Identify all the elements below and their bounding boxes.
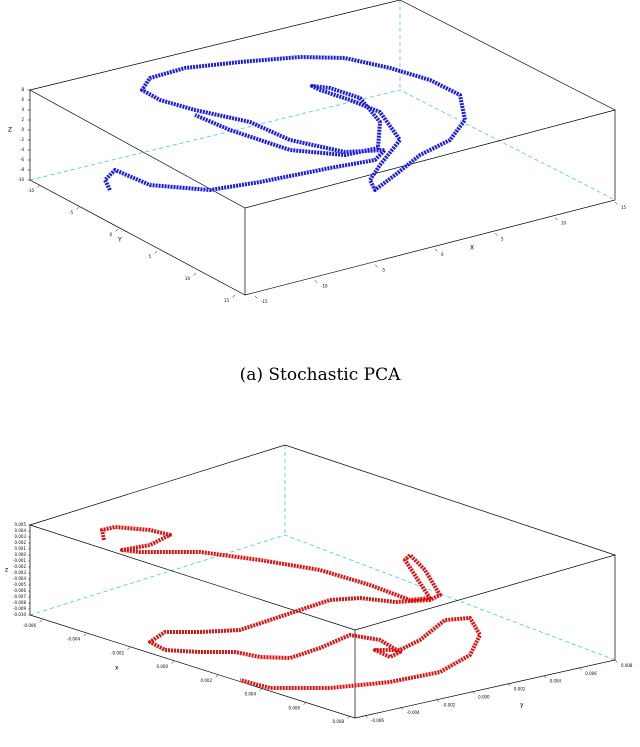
tick-mark — [171, 660, 175, 664]
tick-label: 0.008 — [333, 719, 345, 724]
tick-label: -0.006 — [13, 588, 26, 593]
tick-label: 0.006 — [289, 705, 301, 710]
tick-label: -0.006 — [371, 718, 384, 723]
tick-label: 0 — [21, 127, 24, 132]
tick-label: 0 — [441, 252, 444, 257]
tick-mark — [83, 633, 87, 637]
panel-b-box — [28, 444, 617, 719]
tick-label: -0.002 — [111, 650, 124, 655]
tick-label: -10 — [27, 188, 34, 193]
tick-mark — [76, 206, 80, 210]
tick-label: -0.004 — [13, 576, 26, 581]
tick-mark — [507, 683, 511, 687]
tick-mark — [400, 706, 404, 710]
tick-label: 0.000 — [15, 552, 27, 557]
tick-mark — [215, 674, 219, 678]
tick-mark — [364, 714, 368, 718]
tick-label: -0.009 — [13, 606, 26, 611]
tick-label: -0.005 — [13, 582, 26, 587]
tick-mark — [554, 217, 558, 221]
tick-label: 0.005 — [15, 522, 27, 527]
tick-mark — [543, 675, 547, 679]
tick-label: 2 — [21, 117, 24, 122]
tick-mark — [434, 248, 438, 252]
tick-label: -0.003 — [13, 570, 26, 575]
tick-label: -10 — [321, 283, 328, 288]
tick-label: 15 — [224, 298, 230, 303]
tick-label: 0.000 — [157, 664, 169, 669]
tick-label: 10 — [185, 276, 191, 281]
tick-label: -0.002 — [442, 702, 455, 707]
panel-a-box — [29, 0, 616, 296]
tick-mark — [303, 702, 307, 705]
caption: (a) Stochastic PCA — [240, 365, 401, 385]
tick-mark — [374, 264, 378, 268]
tick-mark — [154, 250, 158, 254]
tick-label: 8 — [21, 87, 24, 92]
tick-label: 4 — [21, 107, 24, 112]
tick-label: -0.004 — [407, 710, 420, 715]
tick-label: -0.010 — [13, 612, 26, 617]
tick-label: -15 — [261, 299, 268, 304]
tick-mark — [471, 691, 475, 695]
tick-label: -0.001 — [13, 558, 26, 563]
tick-mark — [614, 659, 618, 663]
tick-label: 10 — [561, 221, 567, 226]
tick-mark — [37, 184, 41, 188]
tick-mark — [127, 647, 131, 651]
tick-label: 0.003 — [15, 534, 27, 539]
tick-label: 0.006 — [585, 671, 597, 676]
tick-label: -10 — [17, 177, 24, 182]
tick-mark — [347, 715, 351, 719]
tick-mark — [39, 619, 43, 623]
tick-mark — [614, 201, 618, 205]
tick-label: -0.008 — [13, 600, 26, 605]
tick-label: 0.004 — [15, 528, 27, 533]
tick-label: -8 — [20, 167, 24, 172]
axis-label: z — [5, 567, 8, 574]
tick-label: 0 — [109, 232, 112, 237]
tick-mark — [314, 280, 318, 283]
tick-label: 0.004 — [245, 692, 257, 697]
tick-label: 0.002 — [15, 540, 27, 545]
tick-mark — [436, 699, 440, 702]
tick-label: -2 — [20, 137, 24, 142]
tick-label: 5 — [148, 254, 151, 259]
axis-label: X — [470, 245, 474, 252]
axis-label: Z — [8, 127, 12, 134]
tick-mark — [254, 295, 258, 299]
tick-label: -6 — [20, 157, 24, 162]
tick-mark — [115, 228, 119, 232]
axis-label: y — [520, 702, 524, 709]
tick-label: 15 — [621, 205, 627, 210]
red-curve — [100, 525, 482, 690]
tick-label: 0.000 — [478, 694, 490, 699]
tick-label: 0.008 — [621, 663, 633, 668]
tick-mark — [193, 272, 197, 276]
tick-label: 0.004 — [550, 679, 562, 684]
tick-label: -5 — [381, 268, 385, 273]
tick-mark — [232, 294, 236, 298]
blue-curve — [103, 55, 467, 192]
tick-label: 0.002 — [201, 678, 213, 683]
tick-label: -0.002 — [13, 564, 26, 569]
tick-label: 0.002 — [514, 687, 526, 692]
axis-label: Y — [117, 237, 122, 244]
tick-label: -4 — [20, 147, 24, 152]
tick-label: -0.004 — [67, 637, 80, 642]
tick-mark — [494, 233, 498, 236]
tick-label: -5 — [69, 210, 73, 215]
tick-label: -0.007 — [13, 594, 26, 599]
tick-mark — [259, 688, 263, 692]
tick-label: 0.001 — [15, 546, 27, 551]
tick-mark — [579, 667, 582, 671]
axis-label: x — [115, 665, 119, 672]
tick-label: 6 — [21, 97, 24, 102]
tick-label: -0.006 — [23, 623, 36, 628]
tick-label: 5 — [501, 236, 504, 241]
